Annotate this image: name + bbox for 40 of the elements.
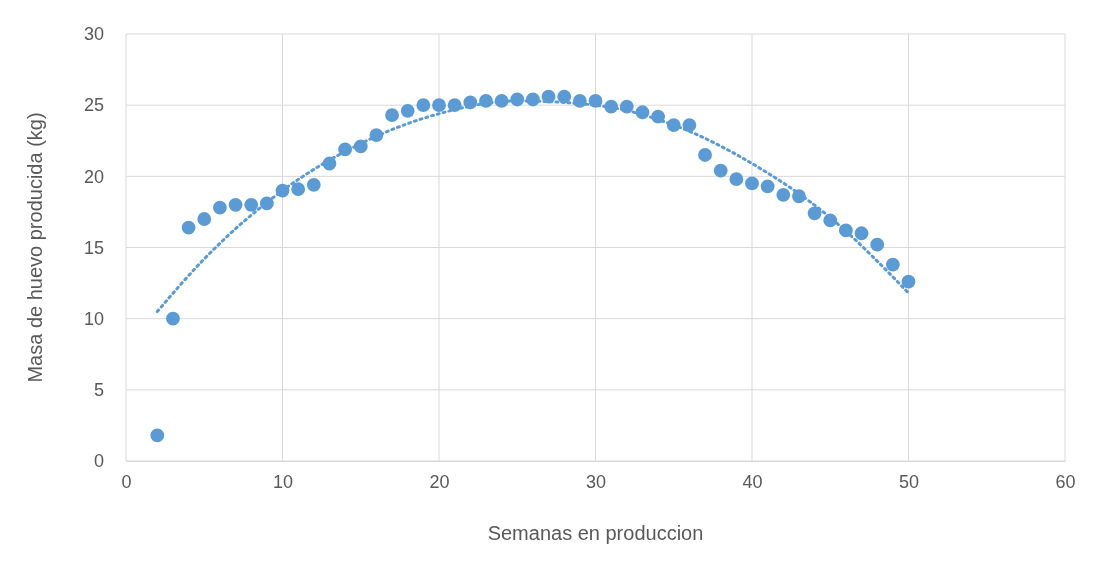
point [197,212,212,226]
y-tick-label: 10 [83,308,104,329]
point [166,311,180,326]
y-tick-label: 15 [83,237,104,258]
point [870,237,885,252]
point [228,197,243,212]
x-axis-title: Semanas en produccion [487,522,704,544]
point [729,172,744,187]
point [291,182,306,197]
point [854,226,869,241]
x-tick-label: 30 [585,471,607,492]
point [698,148,712,162]
point [807,206,822,221]
y-tick-label: 25 [83,95,104,116]
point [885,257,900,272]
point [244,197,259,212]
point [901,274,916,289]
y-tick-label: 0 [93,451,104,472]
y-axis-title: Masa de huevo producida (kg) [24,112,46,383]
y-tick-label: 30 [83,24,104,45]
point [416,98,431,113]
point [432,98,446,113]
x-tick-label: 20 [429,471,450,492]
y-tick-label: 20 [83,166,104,187]
point [776,187,791,202]
point [150,428,165,443]
point [385,108,399,123]
point [400,103,415,118]
x-tick-label: 10 [272,471,294,492]
point [745,176,759,191]
point [760,179,775,194]
x-tick-label: 50 [898,471,920,492]
y-tick-label: 5 [93,380,104,401]
point [212,200,227,215]
x-tick-label: 0 [121,471,132,492]
point [713,163,728,178]
point [306,177,321,192]
x-tick-label: 60 [1055,471,1076,492]
point [181,220,196,235]
x-tick-label: 40 [742,471,763,492]
